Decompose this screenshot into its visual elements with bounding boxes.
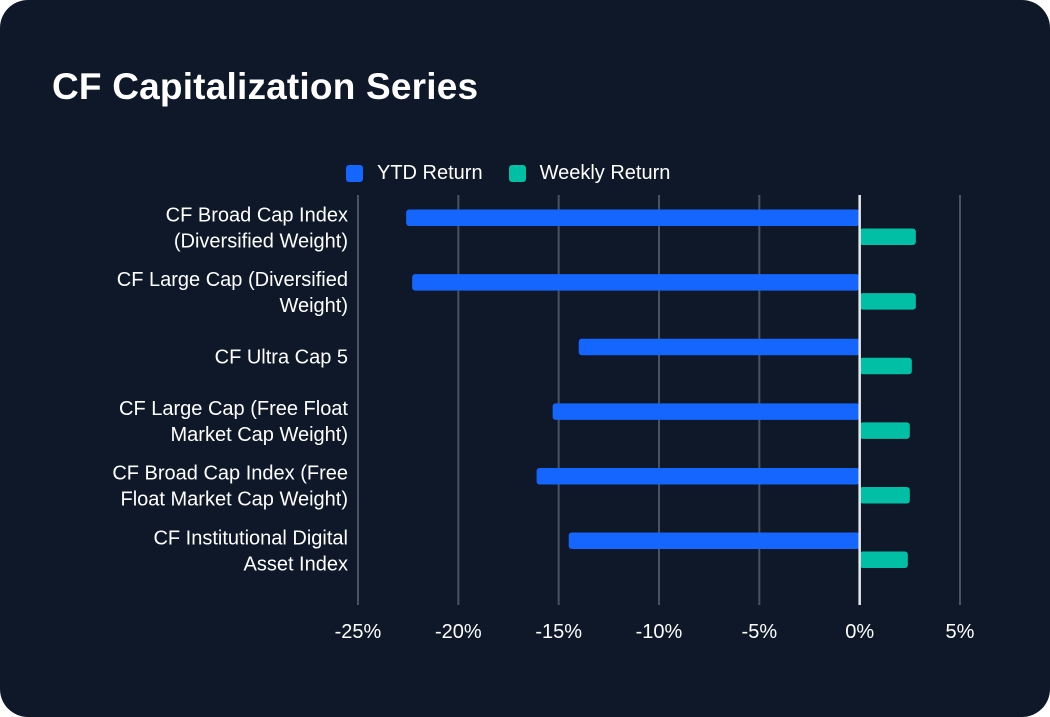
bar-ytd-5 [568, 532, 860, 550]
legend-label-weekly: Weekly Return [539, 161, 671, 184]
category-label-0-0: CF Broad Cap Index [166, 204, 348, 226]
bar-weekly-4 [859, 486, 910, 504]
bar-weekly-5 [859, 551, 908, 569]
chart-title: CF Capitalization Series [52, 66, 479, 107]
x-tick-label-6: 5% [946, 621, 975, 643]
category-label-2-0: CF Ultra Cap 5 [215, 347, 348, 369]
category-label-3-1: Market Cap Weight) [171, 424, 348, 446]
category-label-5-1: Asset Index [243, 553, 348, 575]
x-tick-label-5: 0% [845, 621, 874, 643]
category-label-5-0: CF Institutional Digital [153, 527, 348, 549]
legend-swatch-weekly [508, 164, 526, 182]
x-tick-label-4: -5% [742, 621, 778, 643]
legend-item-ytd[interactable]: YTD Return [346, 162, 483, 185]
x-tick-label-3: -10% [636, 621, 683, 643]
category-label-1-1: Weight) [279, 295, 348, 317]
category-label-4-1: Float Market Cap Weight) [121, 489, 349, 511]
category-label-4-0: CF Broad Cap Index (Free [112, 463, 348, 485]
x-tick-label-2: -15% [535, 621, 582, 643]
category-label-0-1: (Diversified Weight) [174, 230, 348, 252]
bar-ytd-0 [406, 209, 860, 227]
bar-weekly-0 [859, 228, 916, 246]
category-label-1-0: CF Large Cap (Diversified [117, 269, 348, 291]
legend-swatch-ytd [346, 164, 363, 182]
bar-ytd-1 [412, 274, 860, 291]
legend-label-ytd: YTD Return [377, 161, 483, 184]
x-tick-label-0: -25% [335, 621, 382, 643]
bar-weekly-1 [859, 293, 916, 310]
x-tick-label-1: -20% [435, 621, 482, 643]
legend: YTD Return Weekly Return [346, 160, 696, 186]
bar-weekly-2 [859, 357, 912, 375]
bar-ytd-4 [536, 467, 860, 485]
bar-ytd-2 [578, 338, 860, 356]
bar-ytd-3 [552, 403, 860, 420]
legend-item-weekly[interactable]: Weekly Return [508, 161, 671, 185]
category-label-3-0: CF Large Cap (Free Float [119, 398, 348, 420]
bar-weekly-3 [859, 422, 910, 439]
